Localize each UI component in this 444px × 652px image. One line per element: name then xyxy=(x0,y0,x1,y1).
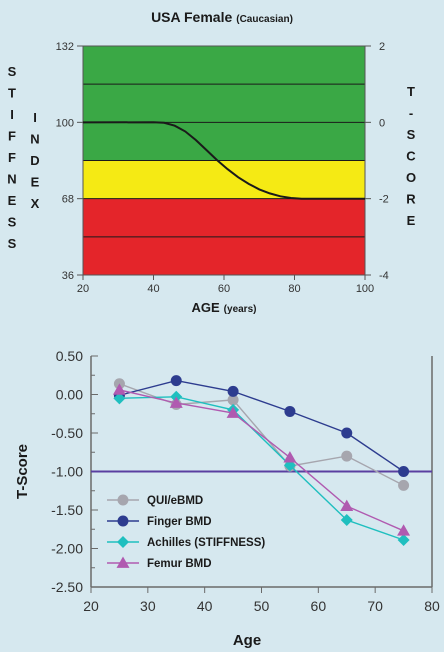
chart-title-main: USA Female xyxy=(151,9,232,25)
data-point xyxy=(170,375,182,387)
x-tick-label-4: 100 xyxy=(356,283,374,295)
y-left-label-letter: T xyxy=(8,86,16,101)
data-point xyxy=(227,385,239,397)
data-point xyxy=(341,450,353,462)
chart-title-qualifier: (Caucasian) xyxy=(236,14,293,25)
data-point xyxy=(340,499,354,512)
y-left-label-letter: D xyxy=(30,153,39,168)
y-right-tick-label-1: -2 xyxy=(379,194,389,206)
x-tick-label-6: 80 xyxy=(424,598,440,614)
data-point xyxy=(226,406,240,418)
y-right-tick-label-3: 2 xyxy=(379,41,385,53)
y-tick-label-2: -0.50 xyxy=(51,425,83,441)
x-tick-label-3: 50 xyxy=(254,598,270,614)
x-tick-label-5: 70 xyxy=(367,598,383,614)
x-axis-label-main: AGE xyxy=(192,300,221,315)
data-point xyxy=(227,394,239,406)
data-point xyxy=(112,383,126,395)
series-1 xyxy=(113,375,410,477)
y-left-label-letter: I xyxy=(33,110,37,125)
data-point xyxy=(397,534,410,547)
x-tick-label-2: 60 xyxy=(218,283,230,295)
y-left-label-letter: S xyxy=(8,215,17,230)
x-axis-label: AGE (years) xyxy=(192,300,257,315)
y-tick-label-3: -1.00 xyxy=(51,464,83,480)
data-point xyxy=(397,524,411,536)
legend-marker-3 xyxy=(116,556,130,568)
color-band-1 xyxy=(83,122,365,161)
stiffness-index-chart: USA Female (Caucasian) 36 68 100 132 -4 -2 0 2 20 4… xyxy=(7,9,416,315)
chart-title: USA Female (Caucasian) xyxy=(151,9,293,25)
y-right-label-letter: S xyxy=(407,127,416,142)
y-tick-label-4: -1.50 xyxy=(51,502,83,518)
data-point xyxy=(169,396,183,408)
y-right-label-letter: - xyxy=(409,106,413,121)
legend: QUI/eBMD Finger BMD Achilles (STIFFNESS) Fe… xyxy=(107,494,265,570)
y-right-label-letter: T xyxy=(407,84,415,99)
x-tick-label-0: 20 xyxy=(77,283,89,295)
legend-marker-1 xyxy=(117,515,129,527)
series-line-1 xyxy=(119,379,404,473)
data-point xyxy=(283,451,297,463)
y-left-label-letter: F xyxy=(8,129,16,144)
y-left-label-letter: E xyxy=(8,193,17,208)
y-right-label-letter: E xyxy=(407,213,416,228)
legend-marker-2 xyxy=(117,536,129,548)
legend-label-3: Femur BMD xyxy=(147,558,212,570)
y-left-label-letter: N xyxy=(7,172,16,187)
y-left-tick-label-2: 100 xyxy=(56,117,74,129)
y-left-label-letter: X xyxy=(31,196,40,211)
legend-label-1: Finger BMD xyxy=(147,516,212,528)
y-right-label-letter: O xyxy=(406,170,416,185)
y-tick-label-1: 0.00 xyxy=(56,387,83,403)
series-line-2 xyxy=(119,396,404,541)
x-tick-label-3: 80 xyxy=(288,283,300,295)
y-tick-label-6: -2.50 xyxy=(51,579,83,595)
y-axis-label: T-Score xyxy=(14,444,31,499)
data-point xyxy=(398,479,410,491)
legend-label-0: QUI/eBMD xyxy=(147,495,203,507)
data-point xyxy=(113,392,126,405)
legend-marker-0 xyxy=(117,494,129,506)
x-axis-label-unit: (years) xyxy=(224,304,257,315)
x-tick-label-0: 20 xyxy=(83,598,99,614)
y-left-tick-label-1: 68 xyxy=(62,194,74,206)
legend-label-2: Achilles (STIFFNESS) xyxy=(147,537,265,549)
y-left-label-letter: S xyxy=(8,236,17,251)
x-tick-label-1: 30 xyxy=(140,598,156,614)
y-left-label-letter: F xyxy=(8,150,16,165)
y-left-label-letter: S xyxy=(8,64,17,79)
y-right-tick-label-2: 0 xyxy=(379,117,385,129)
y-left-label-letter: N xyxy=(30,132,39,147)
data-point xyxy=(341,427,353,439)
y-left-tick-label-0: 36 xyxy=(62,270,74,282)
x-axis-label: Age xyxy=(233,632,261,649)
x-tick-label-1: 40 xyxy=(147,283,159,295)
x-tick-label-2: 40 xyxy=(197,598,213,614)
reference-curve xyxy=(82,121,365,200)
y-tick-label-0: 0.50 xyxy=(56,348,83,364)
data-point xyxy=(340,514,353,527)
data-point xyxy=(398,466,410,477)
series-line-3 xyxy=(119,389,404,532)
series-3 xyxy=(112,383,411,536)
data-point xyxy=(284,405,296,417)
y-tick-label-5: -2.00 xyxy=(51,541,83,557)
y-right-label-letter: R xyxy=(406,192,416,207)
y-left-label-letter: E xyxy=(31,175,40,190)
y-left-tick-label-3: 132 xyxy=(56,41,74,53)
y-right-tick-label-0: -4 xyxy=(379,270,389,282)
y-right-label-letter: C xyxy=(406,149,416,164)
x-tick-label-4: 60 xyxy=(311,598,327,614)
y-left-label-letter: I xyxy=(10,107,14,122)
